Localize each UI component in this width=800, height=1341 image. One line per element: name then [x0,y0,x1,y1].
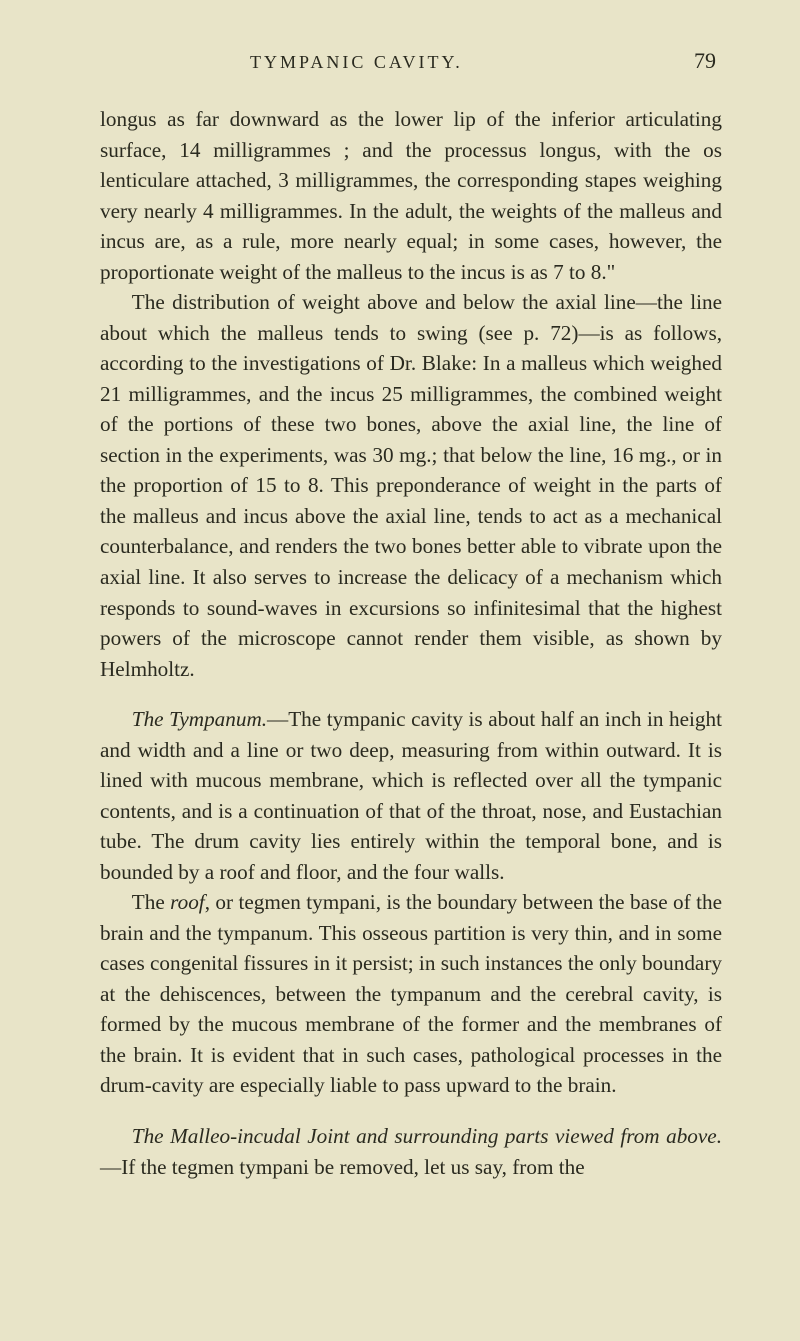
paragraph-4-rest: , or tegmen tympani, is the boundary bet… [100,890,722,1097]
paragraph-1: longus as far downward as the lower lip … [100,104,722,287]
paragraph-2: The distribution of weight above and bel… [100,287,722,684]
page-number: 79 [694,48,716,74]
page-header: TYMPANIC CAVITY. 79 [100,48,722,74]
paragraph-3-rest: —The tympanic cavity is about half an in… [100,707,722,884]
paragraph-5: The Malleo-incudal Joint and surrounding… [100,1121,722,1182]
paragraph-4-pre: The [132,890,170,914]
paragraph-3: The Tympanum.—The tympanic cavity is abo… [100,704,722,887]
paragraph-3-lead-italic: The Tympanum. [132,707,267,731]
paragraph-4-italic: roof [170,890,205,914]
body-text: longus as far downward as the lower lip … [100,104,722,1182]
paragraph-5-lead-italic: The Malleo-incudal Joint and surrounding… [132,1124,722,1148]
running-title: TYMPANIC CAVITY. [250,52,463,73]
paragraph-4: The roof, or tegmen tympani, is the boun… [100,887,722,1101]
page: TYMPANIC CAVITY. 79 longus as far downwa… [0,0,800,1242]
paragraph-5-rest: —If the tegmen tympani be removed, let u… [100,1155,585,1179]
